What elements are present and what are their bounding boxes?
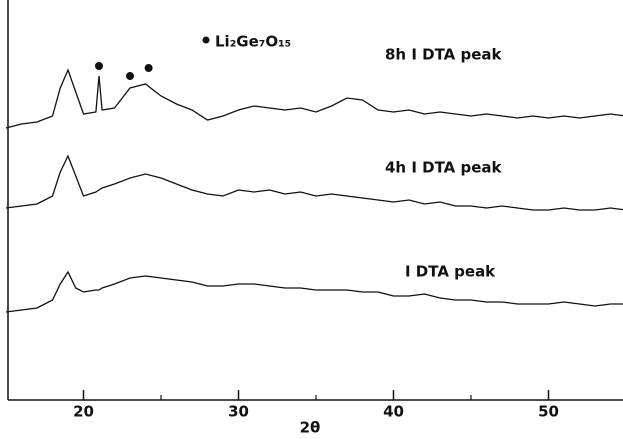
series-label: 8h I DTA peak [385, 46, 503, 64]
x-axis-label: 2θ [300, 419, 321, 437]
x-tick-label: 20 [73, 403, 94, 421]
legend-marker [202, 36, 210, 44]
series-label: 4h I DTA peak [385, 159, 503, 177]
legend-label: Li₂Ge₇O₁₅ [215, 33, 291, 51]
phase-marker [95, 62, 103, 70]
x-tick-label: 30 [228, 403, 249, 421]
phase-marker [144, 64, 153, 72]
x-tick-label: 40 [383, 403, 404, 421]
phase-marker [126, 72, 134, 80]
x-tick-label: 50 [538, 403, 559, 421]
series-line [5, 68, 623, 129]
series-label: I DTA peak [405, 263, 496, 281]
series-line [5, 154, 623, 211]
series-line [5, 270, 623, 313]
